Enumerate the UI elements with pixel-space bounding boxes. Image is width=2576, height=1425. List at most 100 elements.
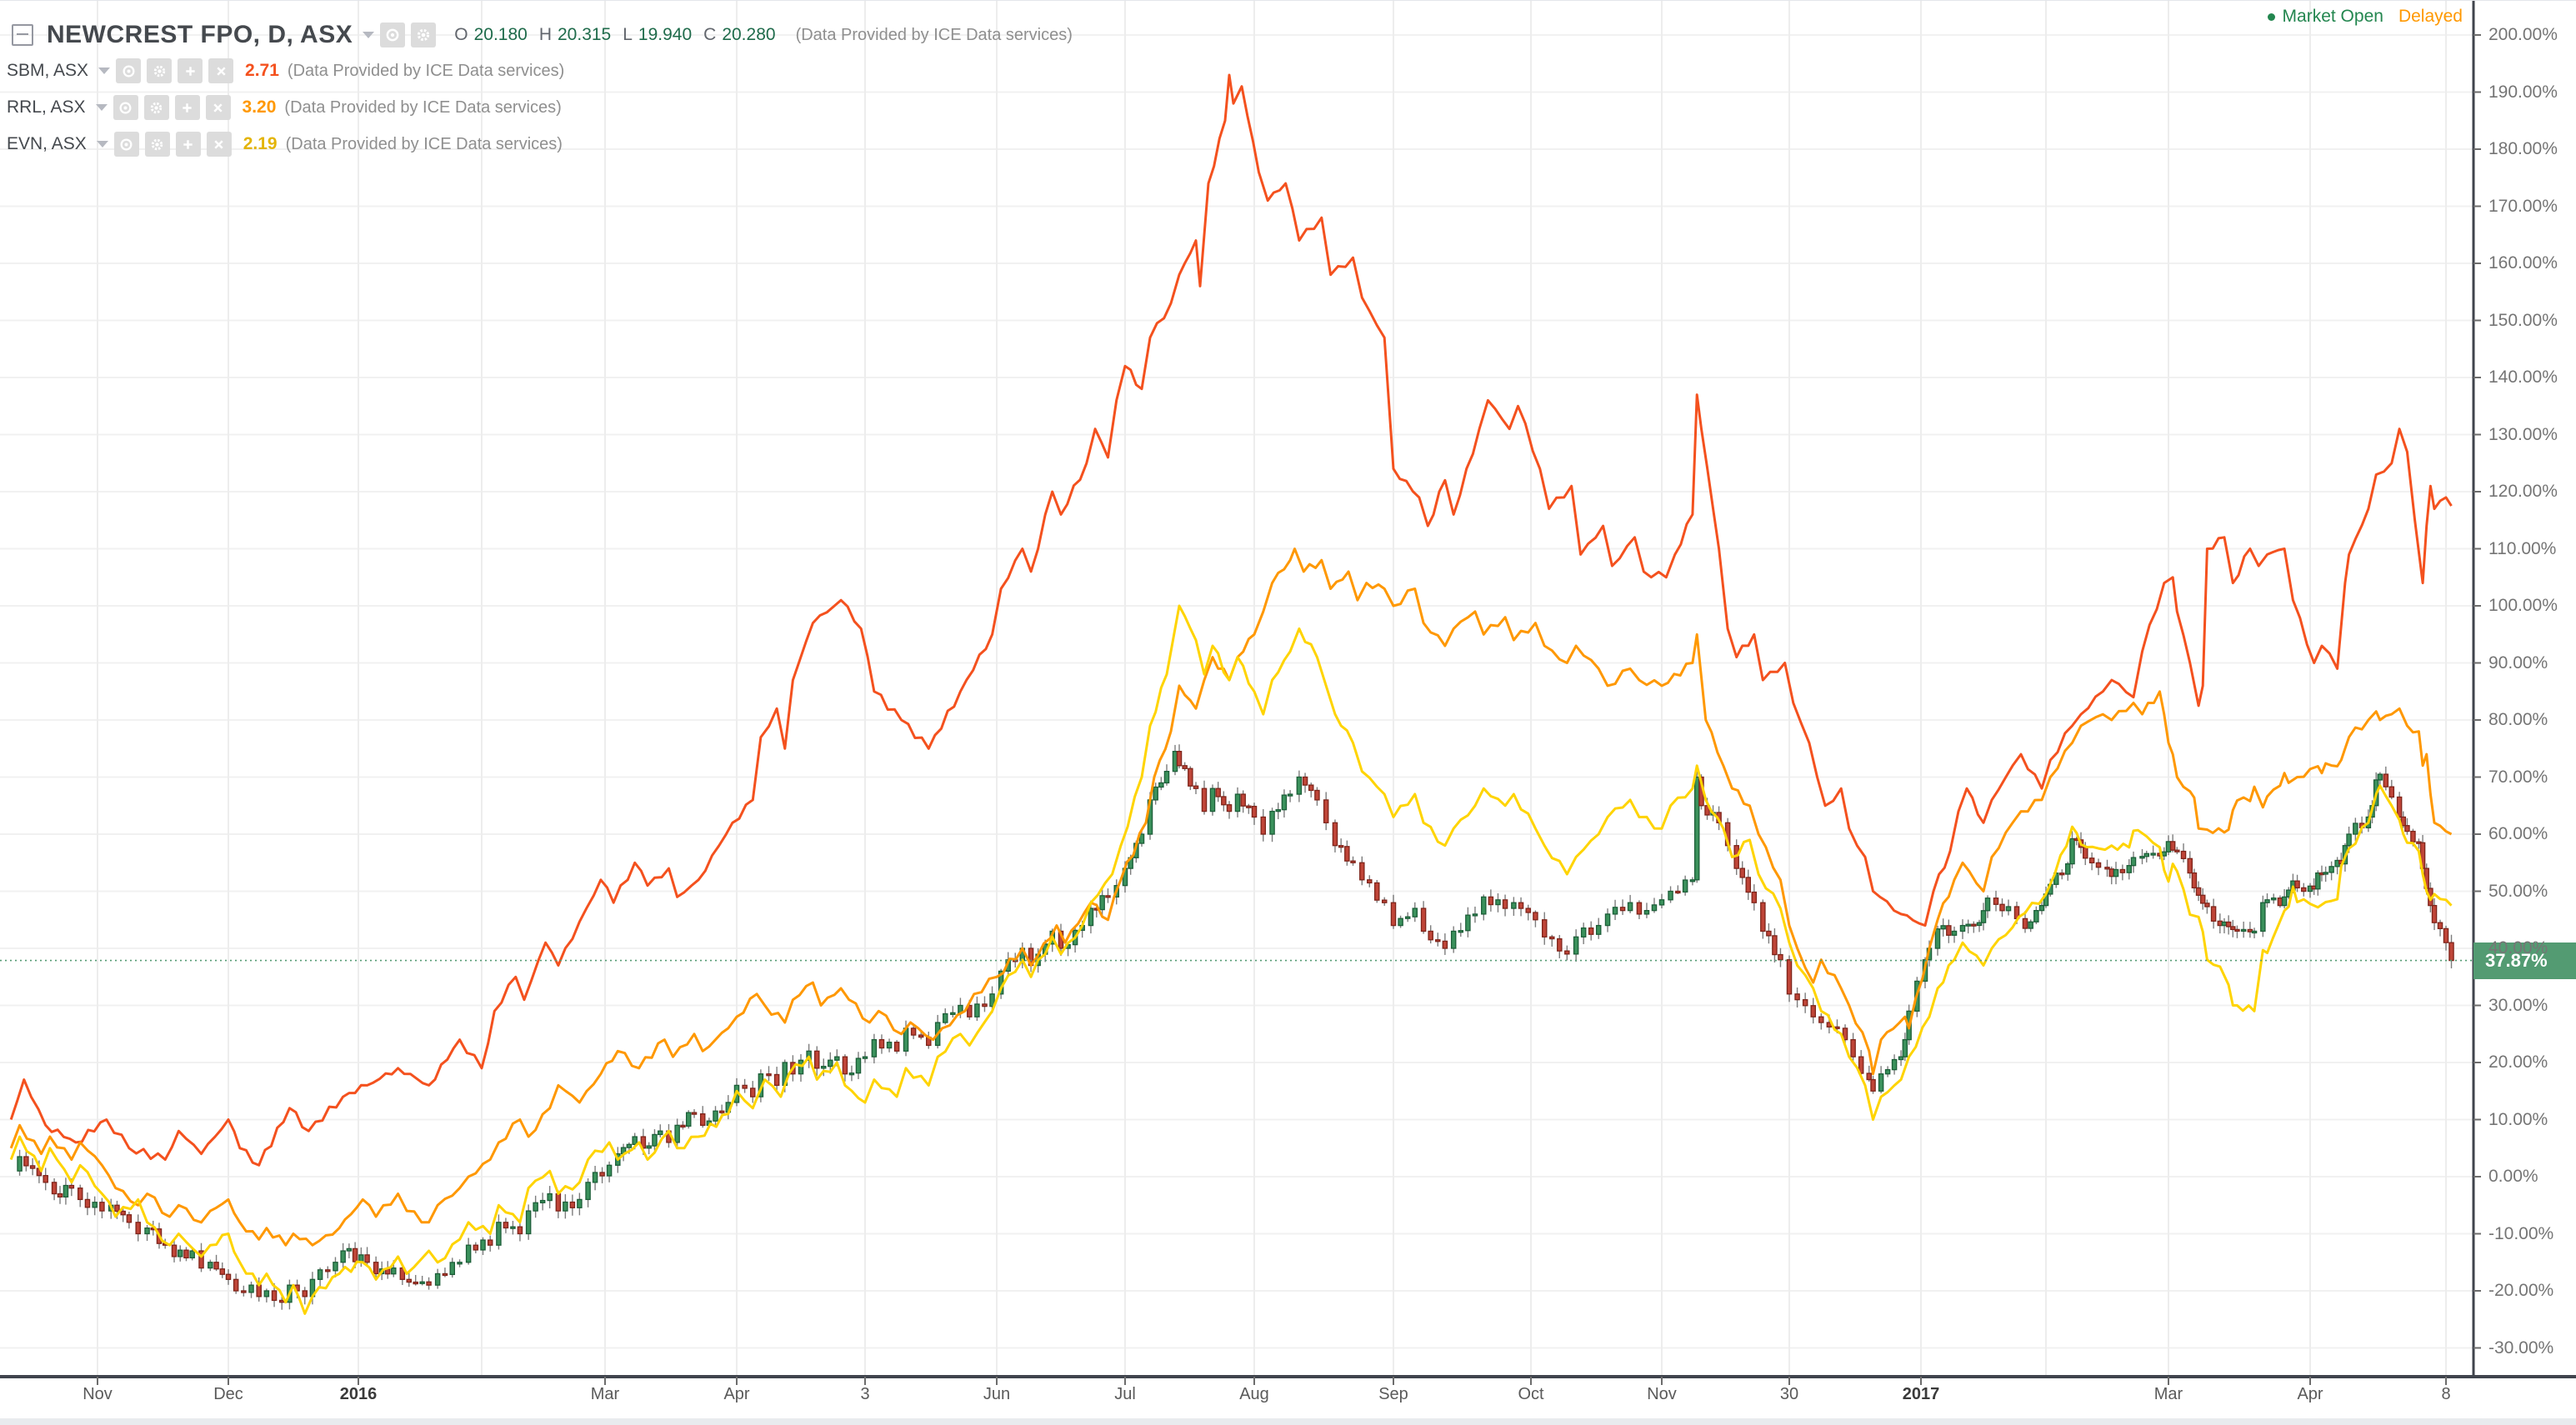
time-axis-label: Nov	[1647, 1385, 1677, 1403]
eye-target-icon	[123, 65, 135, 77]
comparison-legend-row: RRL, ASX 3.20 (Data Provided by ICE D	[7, 93, 562, 122]
delayed-label: Delayed	[2398, 7, 2463, 26]
time-axis-label: Apr	[2297, 1385, 2323, 1403]
remove-symbol-button[interactable]	[208, 58, 234, 83]
close-icon	[213, 102, 223, 112]
toggle-visibility-button[interactable]	[113, 95, 138, 120]
plus-icon	[183, 139, 193, 149]
data-provider-note: (Data Provided by ICE Data services)	[284, 98, 562, 117]
ohlc-letter: C	[703, 25, 717, 44]
price-axis-label: 80.00%	[2488, 710, 2548, 729]
time-axis-label: 3	[860, 1385, 870, 1403]
time-axis-label: Aug	[1239, 1385, 1269, 1403]
price-axis-label: 50.00%	[2488, 881, 2548, 901]
data-provider-note: (Data Provided by ICE Data services)	[795, 25, 1073, 44]
collapse-legend-icon[interactable]	[12, 24, 33, 46]
comparison-symbol-label[interactable]: EVN, ASX	[7, 134, 87, 153]
ohlc-value: 20.180	[473, 25, 528, 44]
time-axis-label: Sep	[1378, 1385, 1408, 1403]
price-axis-label: 130.00%	[2488, 424, 2558, 444]
ohlc-letter: L	[623, 25, 633, 44]
settings-button[interactable]	[143, 95, 169, 120]
candlestick-series	[17, 744, 2454, 1310]
time-axis-label: Nov	[83, 1385, 113, 1403]
price-axis-label: -30.00%	[2488, 1338, 2554, 1358]
comparison-legend-row: SBM, ASX 2.71 (Data Provided by ICE D	[7, 57, 564, 85]
price-axis-label: 60.00%	[2488, 824, 2548, 843]
remove-symbol-button[interactable]	[205, 95, 231, 120]
add-symbol-button[interactable]	[175, 132, 201, 157]
price-axis-label: 120.00%	[2488, 482, 2558, 501]
gear-icon	[418, 28, 430, 42]
settings-button[interactable]	[144, 132, 170, 157]
eye-target-icon	[120, 138, 133, 150]
time-axis-label: 8	[2441, 1385, 2451, 1403]
current-price-label: 37.87%	[2473, 942, 2576, 979]
time-axis-label: Dec	[213, 1385, 243, 1403]
time-axis-label: 2016	[339, 1385, 378, 1403]
chevron-down-icon[interactable]	[96, 141, 108, 148]
add-symbol-button[interactable]	[174, 95, 200, 120]
ohlc-letter: H	[538, 25, 552, 44]
settings-button[interactable]	[147, 58, 173, 83]
price-axis-label: 0.00%	[2488, 1167, 2538, 1186]
close-icon	[216, 66, 226, 76]
time-axis-label: Oct	[1518, 1385, 1544, 1403]
chevron-down-icon[interactable]	[98, 68, 111, 74]
add-symbol-button[interactable]	[178, 58, 203, 83]
price-axis-label: 10.00%	[2488, 1109, 2548, 1129]
price-axis-label: 180.00%	[2488, 139, 2558, 158]
plus-icon	[183, 102, 192, 112]
data-provider-note: (Data Provided by ICE Data services)	[285, 134, 563, 153]
price-axis-label: 160.00%	[2488, 253, 2558, 272]
price-axis-label: 100.00%	[2488, 596, 2558, 615]
main-symbol-row: NEWCREST FPO, D, ASX O 20.180 H 20.315 L 19.9…	[12, 20, 1073, 50]
time-axis-label: Apr	[723, 1385, 750, 1403]
comparison-line-RRL	[9, 548, 2453, 1247]
price-axis-label: 30.00%	[2488, 995, 2548, 1015]
top-border	[0, 0, 2576, 1]
symbol-title[interactable]: NEWCREST FPO, D, ASX	[47, 21, 353, 48]
bottom-edge-strip	[0, 1418, 2576, 1425]
comparison-symbol-label[interactable]: SBM, ASX	[7, 61, 89, 80]
ohlc-value: 20.315	[558, 25, 612, 44]
gear-icon	[153, 65, 165, 77]
comparison-last-value: 2.19	[243, 134, 278, 153]
comparison-last-value: 2.71	[245, 61, 279, 80]
ohlc-value: 19.940	[638, 25, 693, 44]
price-axis-label: 200.00%	[2488, 25, 2558, 44]
comparison-symbol-label[interactable]: RRL, ASX	[7, 98, 86, 117]
plus-icon	[185, 66, 195, 76]
remove-symbol-button[interactable]	[206, 132, 232, 157]
gear-icon	[152, 138, 163, 150]
market-status-dot-icon	[2267, 12, 2275, 21]
toggle-visibility-button[interactable]	[113, 132, 139, 157]
comparison-legend-row: EVN, ASX 2.19 (Data Provided by ICE D	[7, 130, 563, 158]
price-axis-label: 110.00%	[2488, 538, 2557, 558]
time-axis-label: Jun	[983, 1385, 1011, 1403]
market-status: Market Open Delayed	[2267, 7, 2463, 27]
price-axis-label: 190.00%	[2488, 82, 2558, 102]
price-axis-label: 20.00%	[2488, 1052, 2548, 1072]
time-axis-label: 2017	[1902, 1385, 1940, 1403]
chevron-down-icon[interactable]	[363, 32, 375, 38]
toggle-visibility-button[interactable]	[380, 22, 406, 48]
chevron-down-icon[interactable]	[95, 104, 108, 111]
price-axis-label: 40.00%	[2488, 938, 2548, 958]
time-axis-label: 30	[1779, 1385, 1799, 1403]
price-axis-label: 70.00%	[2488, 767, 2548, 787]
price-axis-label: 170.00%	[2488, 196, 2558, 216]
settings-button[interactable]	[411, 22, 437, 48]
price-axis-label: -10.00%	[2488, 1223, 2554, 1243]
toggle-visibility-button[interactable]	[116, 58, 142, 83]
time-axis-label: Mar	[590, 1385, 620, 1403]
comparison-line-EVN	[9, 604, 2453, 1315]
time-axis-label: Jul	[1114, 1385, 1136, 1403]
comparison-line-SBM	[9, 73, 2453, 1167]
close-icon	[214, 139, 223, 149]
eye-target-icon	[386, 28, 399, 42]
market-open-label: Market Open	[2282, 7, 2383, 26]
price-axis-label: -20.00%	[2488, 1281, 2554, 1300]
